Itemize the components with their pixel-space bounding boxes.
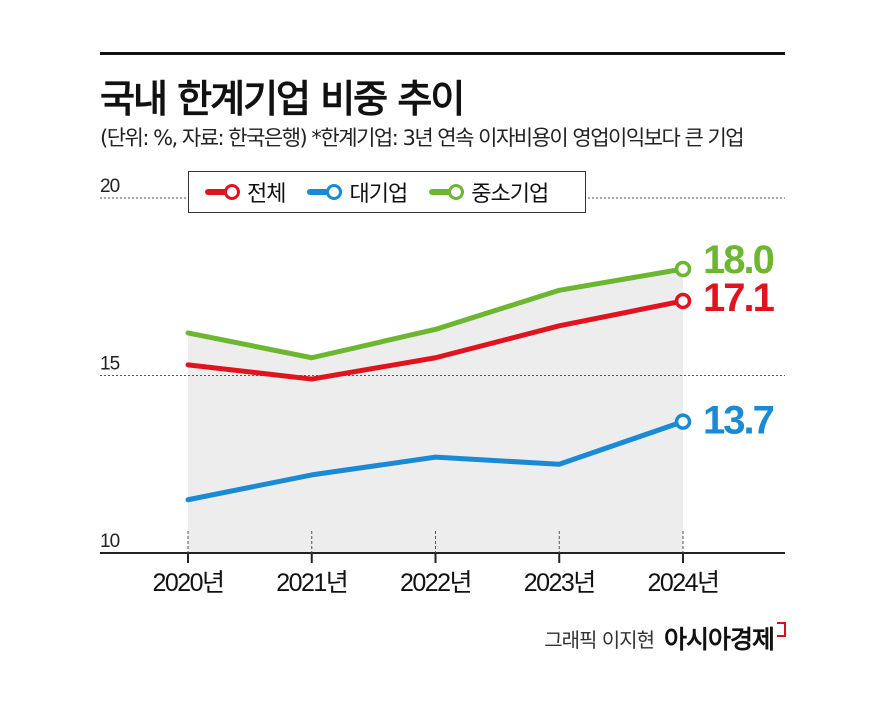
x-tick-label: 2022년 [400,569,471,597]
top-rule [100,52,785,55]
data-label-1: 13.7 [703,399,774,443]
series-endpoint-1 [674,413,692,430]
legend-swatch-total [205,184,241,200]
data-label-2: 18.0 [703,238,774,282]
shaded-area [188,269,683,553]
legend-swatch-large [307,184,343,200]
brand-logo: 아시아경제 [664,620,786,656]
x-tick-label: 2023년 [524,569,595,597]
y-tick-label: 20 [100,176,120,197]
series-line-2 [185,266,686,361]
chart-subtitle: (단위: %, 자료: 한국은행) *한계기업: 3년 연속 이자비용이 영업이… [100,126,745,150]
legend-swatch-sme [429,184,465,200]
x-tick-label: 2020년 [152,569,223,597]
credit-text: 그래픽 이지현 [544,627,655,652]
y-tick-label: 10 [100,531,120,552]
data-label-0: 17.1 [703,276,775,320]
credit: 그래픽 이지현 아시아경제 [544,620,786,656]
legend-item-large: 대기업 [307,176,408,208]
series-line-1 [185,419,686,503]
x-tick-label: 2021년 [276,569,347,597]
legend: 전체 대기업 중소기업 [188,171,586,213]
legend-item-total: 전체 [205,176,286,208]
x-tick-label: 2024년 [647,569,718,597]
chart-title: 국내 한계기업 비중 추이 [100,77,465,121]
series-line-0 [185,298,686,382]
legend-label-total: 전체 [247,182,286,207]
series-endpoint-2 [674,260,692,278]
legend-label-large: 대기업 [349,182,408,207]
legend-item-sme: 중소기업 [429,176,549,208]
series-endpoint-0 [674,292,692,310]
brand-mark-icon [777,622,786,637]
y-tick-label: 15 [100,354,120,375]
legend-label-sme: 중소기업 [471,182,549,207]
